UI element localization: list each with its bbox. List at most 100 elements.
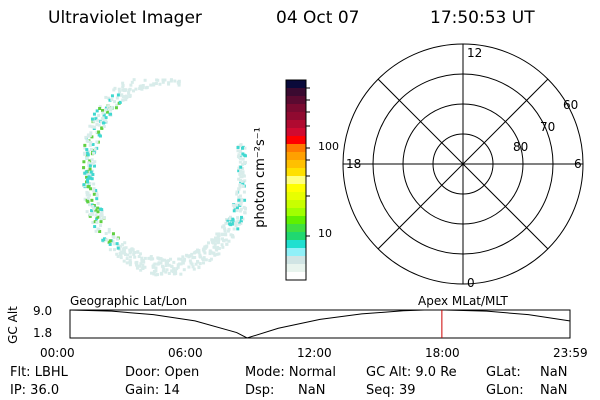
image-pixel	[117, 87, 121, 91]
image-pixel	[88, 193, 92, 197]
colorbar-band	[286, 136, 306, 145]
colorbar-band	[286, 256, 306, 265]
image-pixel	[240, 197, 244, 201]
image-pixel	[211, 240, 215, 244]
image-pixel	[167, 259, 171, 263]
image-pixel	[87, 175, 91, 179]
image-pixel	[93, 160, 97, 164]
xtick-4: 23:59	[553, 346, 588, 360]
image-pixel	[188, 254, 192, 258]
colorbar-band	[286, 152, 306, 161]
image-pixel	[87, 185, 91, 189]
image-pixel	[238, 160, 242, 164]
xtick-0: 00:00	[40, 346, 75, 360]
image-pixel	[94, 213, 98, 217]
image-pixel	[150, 271, 154, 275]
image-pixel	[96, 202, 100, 206]
mlt-18: 18	[346, 157, 362, 171]
image-pixel	[87, 164, 91, 168]
image-pixel	[197, 251, 201, 255]
image-pixel	[163, 258, 167, 262]
image-pixel	[234, 208, 238, 212]
image-pixel	[110, 98, 114, 102]
image-pixel	[89, 131, 93, 135]
image-pixel	[115, 96, 119, 100]
image-pixel	[86, 180, 90, 184]
image-pixel	[149, 83, 153, 87]
image-pixel	[138, 87, 142, 91]
image-pixel	[236, 227, 240, 231]
image-pixel	[239, 169, 243, 173]
image-pixel	[141, 263, 145, 267]
image-pixel	[242, 190, 246, 194]
image-pixel	[142, 260, 146, 264]
image-pixel	[238, 172, 242, 176]
image-pixel	[98, 107, 102, 111]
colorbar-tick-100: 100	[318, 140, 339, 153]
image-pixel	[104, 231, 108, 235]
image-pixel	[98, 215, 102, 219]
image-pixel	[242, 174, 246, 178]
colorbar-band	[286, 200, 306, 209]
image-pixel	[96, 206, 100, 210]
image-pixel	[129, 83, 133, 87]
colorbar-band	[286, 168, 306, 177]
image-pixel	[212, 252, 216, 256]
image-pixel	[95, 220, 99, 224]
image-pixel	[239, 165, 243, 169]
gain: Gain: 14	[125, 383, 180, 398]
image-pixel	[212, 245, 216, 249]
image-pixel	[115, 242, 119, 246]
image-pixel	[167, 81, 171, 85]
image-pixel	[238, 156, 242, 160]
image-pixel	[210, 238, 214, 242]
image-pixel	[236, 146, 240, 150]
image-pixel	[241, 157, 245, 161]
image-pixel	[92, 192, 96, 196]
image-pixel	[241, 162, 245, 166]
image-pixel	[108, 239, 112, 243]
glon-label: GLon:	[486, 383, 524, 398]
image-pixel	[215, 252, 219, 256]
image-pixel	[213, 242, 217, 246]
image-pixel	[179, 272, 183, 276]
image-pixel	[141, 86, 145, 90]
image-pixel	[109, 112, 113, 116]
image-pixel	[239, 178, 243, 182]
image-pixel	[128, 248, 132, 252]
image-pixel	[116, 93, 120, 97]
image-pixel	[119, 256, 123, 260]
image-pixel	[100, 208, 104, 212]
image-pixel	[87, 161, 91, 165]
image-pixel	[120, 243, 124, 247]
image-pixel	[114, 106, 118, 110]
colorbar-band	[286, 80, 306, 89]
image-pixel	[176, 265, 180, 269]
image-pixel	[179, 257, 183, 261]
image-pixel	[196, 259, 200, 263]
colorbar-band	[286, 88, 306, 97]
image-pixel	[157, 256, 161, 260]
image-pixel	[95, 140, 99, 144]
image-pixel	[89, 147, 93, 151]
filter: Flt: LBHL	[10, 365, 68, 380]
image-pixel	[239, 222, 243, 226]
image-pixel	[238, 185, 242, 189]
image-pixel	[100, 120, 104, 124]
image-pixel	[88, 214, 92, 218]
image-pixel	[215, 248, 219, 252]
image-pixel	[99, 224, 103, 228]
image-pixel	[124, 98, 128, 102]
image-pixel	[115, 103, 119, 107]
colorbar-band	[286, 192, 306, 201]
image-pixel	[121, 95, 125, 99]
image-pixel	[92, 119, 96, 123]
image-pixel	[126, 253, 130, 257]
image-pixel	[97, 113, 101, 117]
image-pixel	[88, 159, 92, 163]
colorbar-band	[286, 112, 306, 121]
image-pixel	[161, 258, 165, 262]
image-pixel	[141, 267, 145, 271]
image-pixel	[92, 164, 96, 168]
image-pixel	[152, 272, 156, 276]
